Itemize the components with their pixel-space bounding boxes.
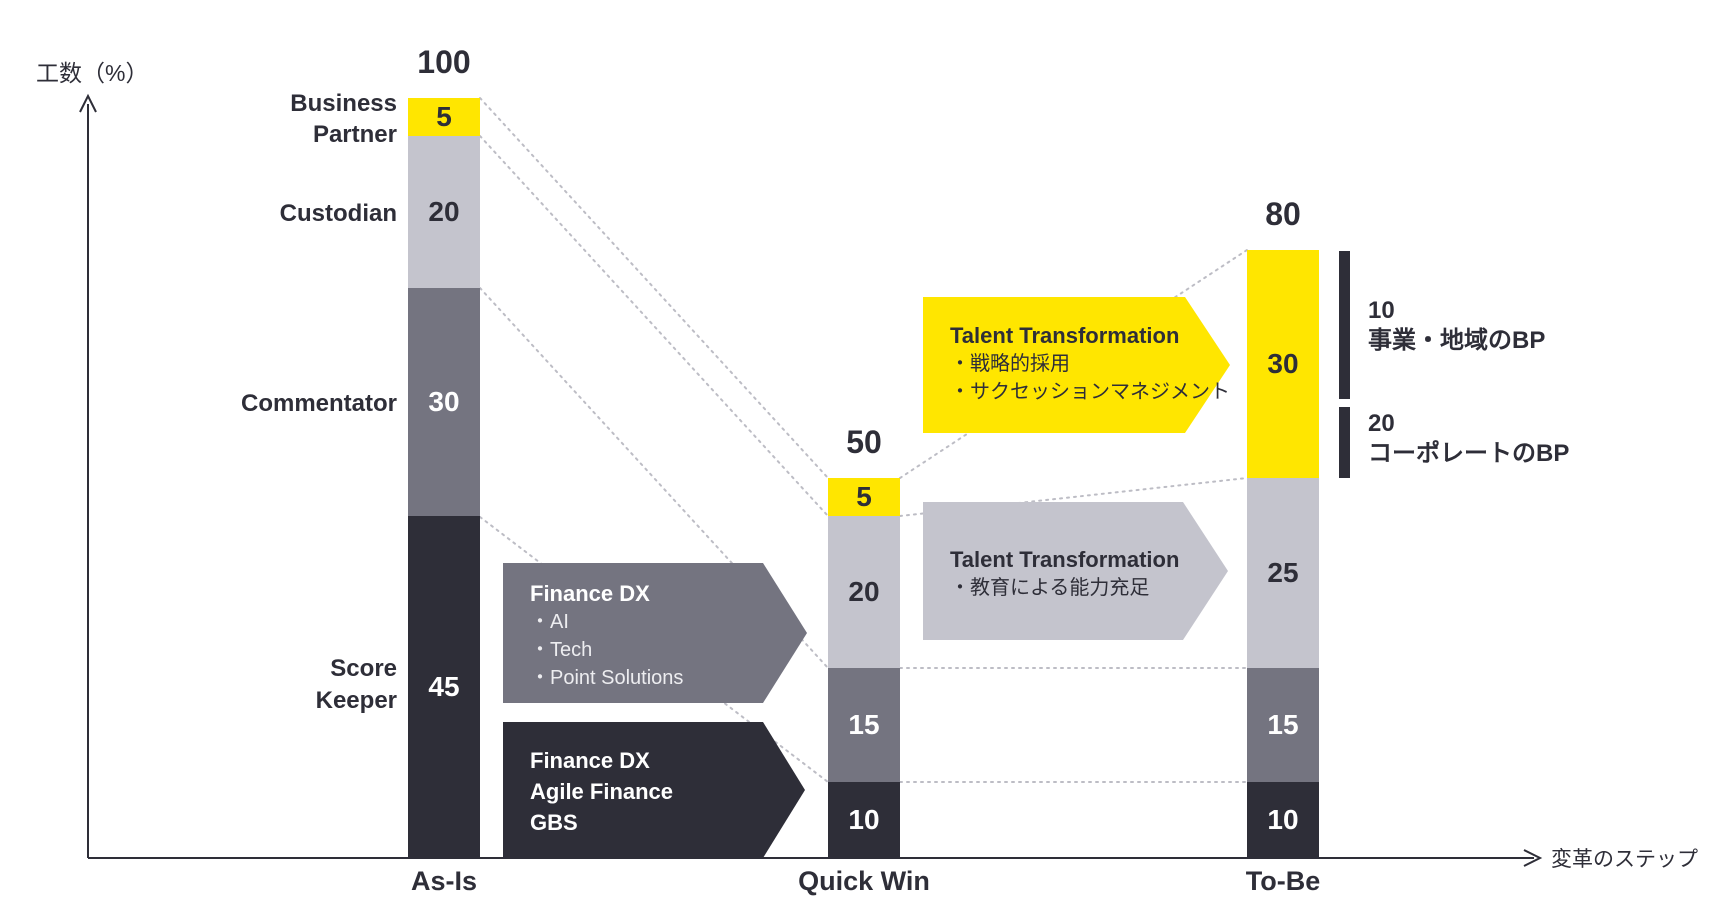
bar-asis-segment-commentator: 30 [408, 288, 480, 516]
talent-transformation-yellow-callout: Talent Transformation ・戦略的採用 ・サクセッションマネジ… [950, 322, 1230, 406]
callout-bullet: ・Point Solutions [530, 667, 684, 689]
role-label-score-keeper: Score Keeper [316, 653, 397, 717]
finance-dx-gray-callout: Finance DX ・AI ・Tech ・Point Solutions [530, 580, 683, 692]
role-label-line: Partner [312, 121, 397, 148]
y-axis-label: 工数（%） [36, 60, 149, 86]
segment-value: 30 [428, 386, 460, 417]
tobe-bracket-business-regional-bp [1339, 251, 1350, 399]
segment-value: 30 [1267, 348, 1299, 379]
callout-bullet: ・サクセッションマネジメント [950, 381, 1230, 403]
category-label-quick-win: Quick Win [798, 866, 930, 896]
bar-tobe-segment-score-keeper: 10 [1247, 782, 1319, 858]
bar-asis-segment-score-keeper: 45 [408, 516, 480, 858]
callout-bullet: ・Tech [530, 639, 593, 661]
segment-value: 25 [1267, 557, 1299, 588]
bar-tobe-segment-business-partner: 30 [1247, 250, 1319, 478]
category-label-as-is: As-Is [410, 866, 478, 896]
bar-asis-segment-custodian: 20 [408, 136, 480, 288]
role-label-custodian: Custodian [279, 200, 397, 227]
segment-value: 5 [436, 101, 452, 132]
annotation-value: 10 [1368, 297, 1395, 324]
bar-tobe-segment-custodian: 25 [1247, 478, 1319, 668]
bar-quickwin-segment-custodian: 20 [828, 516, 900, 668]
bar-asis-segment-business-partner: 5 [408, 98, 480, 136]
role-label-commentator: Commentator [240, 390, 397, 417]
callout-bullet: ・戦略的採用 [950, 353, 1070, 375]
connector-asis-bp-bottom [479, 135, 829, 517]
annotation-value: 20 [1368, 410, 1395, 437]
segment-value: 20 [848, 576, 880, 607]
tobe-bracket-corporate-bp [1339, 407, 1350, 478]
finance-dx-dark-callout: Finance DX Agile Finance GBS [530, 745, 673, 838]
bar-quickwin-segment-business-partner: 5 [828, 478, 900, 516]
tobe-annotation-business-regional-bp: 10 事業・地域のBP [1368, 296, 1545, 356]
role-label-line: Business [290, 90, 397, 117]
segment-value: 15 [848, 709, 880, 740]
role-label-business-partner: Business Partner [290, 88, 397, 150]
segment-value: 15 [1267, 709, 1299, 740]
role-label-line: Keeper [315, 687, 397, 714]
total-as-is: 100 [417, 44, 471, 80]
total-quick-win: 50 [846, 424, 882, 460]
annotation-label: 事業・地域のBP [1368, 327, 1546, 354]
callout-title: Talent Transformation [950, 323, 1180, 348]
callout-line: GBS [530, 810, 578, 835]
callout-title: Finance DX [530, 581, 650, 606]
callout-line: Agile Finance [530, 779, 674, 804]
segment-value: 10 [848, 804, 880, 835]
callout-line: Finance DX [530, 748, 650, 773]
annotation-label: コーポレートのBP [1368, 440, 1570, 467]
total-to-be: 80 [1265, 196, 1301, 232]
bar-quickwin-segment-commentator: 15 [828, 668, 900, 782]
segment-value: 45 [428, 671, 460, 702]
connector-qw-bp-bottom [899, 477, 1248, 517]
segment-value: 10 [1267, 804, 1299, 835]
segment-value: 20 [428, 196, 460, 227]
callout-title: Talent Transformation [950, 547, 1180, 572]
segment-value: 5 [856, 481, 872, 512]
x-axis-arrowhead-icon [1523, 849, 1543, 867]
callout-bullet: ・AI [530, 611, 569, 633]
tobe-annotation-corporate-bp: 20 コーポレートのBP [1368, 409, 1569, 469]
callout-bullet: ・教育による能力充足 [950, 577, 1150, 599]
y-axis-arrowhead-icon [79, 93, 97, 113]
talent-transformation-gray-callout: Talent Transformation ・教育による能力充足 [950, 546, 1179, 602]
x-axis-label: 変革のステップ [1551, 848, 1698, 871]
bar-quickwin-segment-score-keeper: 10 [828, 782, 900, 858]
category-label-to-be: To-Be [1245, 866, 1321, 896]
role-label-line: Score [330, 655, 397, 682]
bar-tobe-segment-commentator: 15 [1247, 668, 1319, 782]
connector-asis-top [479, 97, 829, 479]
